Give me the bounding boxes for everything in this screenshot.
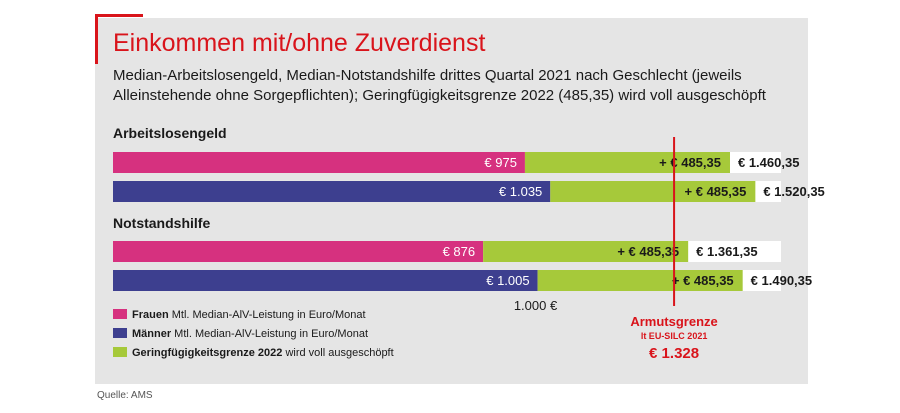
legend-swatch (113, 347, 127, 357)
bar-base (113, 270, 538, 291)
bar-addition-label: + € 485,35 (672, 273, 734, 288)
group-label: Arbeitslosengeld (113, 125, 227, 141)
threshold-sublabel: lt EU-SILC 2021 (641, 331, 708, 341)
bar-base-label: € 975 (484, 155, 517, 170)
bar-addition (550, 181, 756, 202)
threshold-value: € 1.328 (649, 345, 699, 362)
legend-entry: Männer Mtl. Median-AlV-Leistung in Euro/… (132, 328, 368, 340)
legend-entry: Geringfügigkeitsgrenze 2022 wird voll au… (132, 347, 394, 359)
bar-total-label: € 1.520,35 (763, 184, 824, 199)
bar-total-label: € 1.361,35 (696, 244, 757, 259)
accent-bar-vertical (95, 14, 98, 64)
bar-base (113, 152, 525, 173)
bar-addition-label: + € 485,35 (659, 155, 721, 170)
bar-addition-label: + € 485,35 (617, 244, 679, 259)
chart-title: Einkommen mit/ohne Zuverdienst (113, 29, 486, 57)
x-tick-label: 1.000 € (514, 298, 558, 313)
bar-total-label: € 1.490,35 (751, 273, 812, 288)
legend-entry-bold: Männer (132, 328, 172, 340)
legend-entry-text: Mtl. Median-AlV-Leistung in Euro/Monat (169, 309, 366, 321)
bar-base-label: € 1.035 (499, 184, 542, 199)
legend-swatch (113, 328, 127, 338)
legend-entry-text: wird voll ausgeschöpft (282, 347, 393, 359)
bar-addition-label: + € 485,35 (685, 184, 747, 199)
bar-addition (483, 241, 689, 262)
threshold-label: Armutsgrenze (630, 314, 717, 329)
chart-subtitle: Median-Arbeitslosengeld, Median-Notstand… (113, 67, 766, 104)
bar-base-label: € 876 (443, 244, 476, 259)
legend-entry-bold: Frauen (132, 309, 169, 321)
bar-total-label: € 1.460,35 (738, 155, 799, 170)
legend-entry: Frauen Mtl. Median-AlV-Leistung in Euro/… (132, 309, 366, 321)
bar-base (113, 181, 551, 202)
bar-addition (537, 270, 743, 291)
source-note: Quelle: AMS (97, 390, 153, 401)
bar-base (113, 241, 484, 262)
legend-swatch (113, 309, 127, 319)
accent-bar-horizontal (95, 14, 143, 17)
legend-entry-bold: Geringfügigkeitsgrenze 2022 (132, 347, 282, 359)
bar-addition (524, 152, 730, 173)
legend-entry-text: Mtl. Median-AlV-Leistung in Euro/Monat (171, 328, 368, 340)
bar-base-label: € 1.005 (486, 273, 529, 288)
group-label: Notstandshilfe (113, 215, 210, 231)
